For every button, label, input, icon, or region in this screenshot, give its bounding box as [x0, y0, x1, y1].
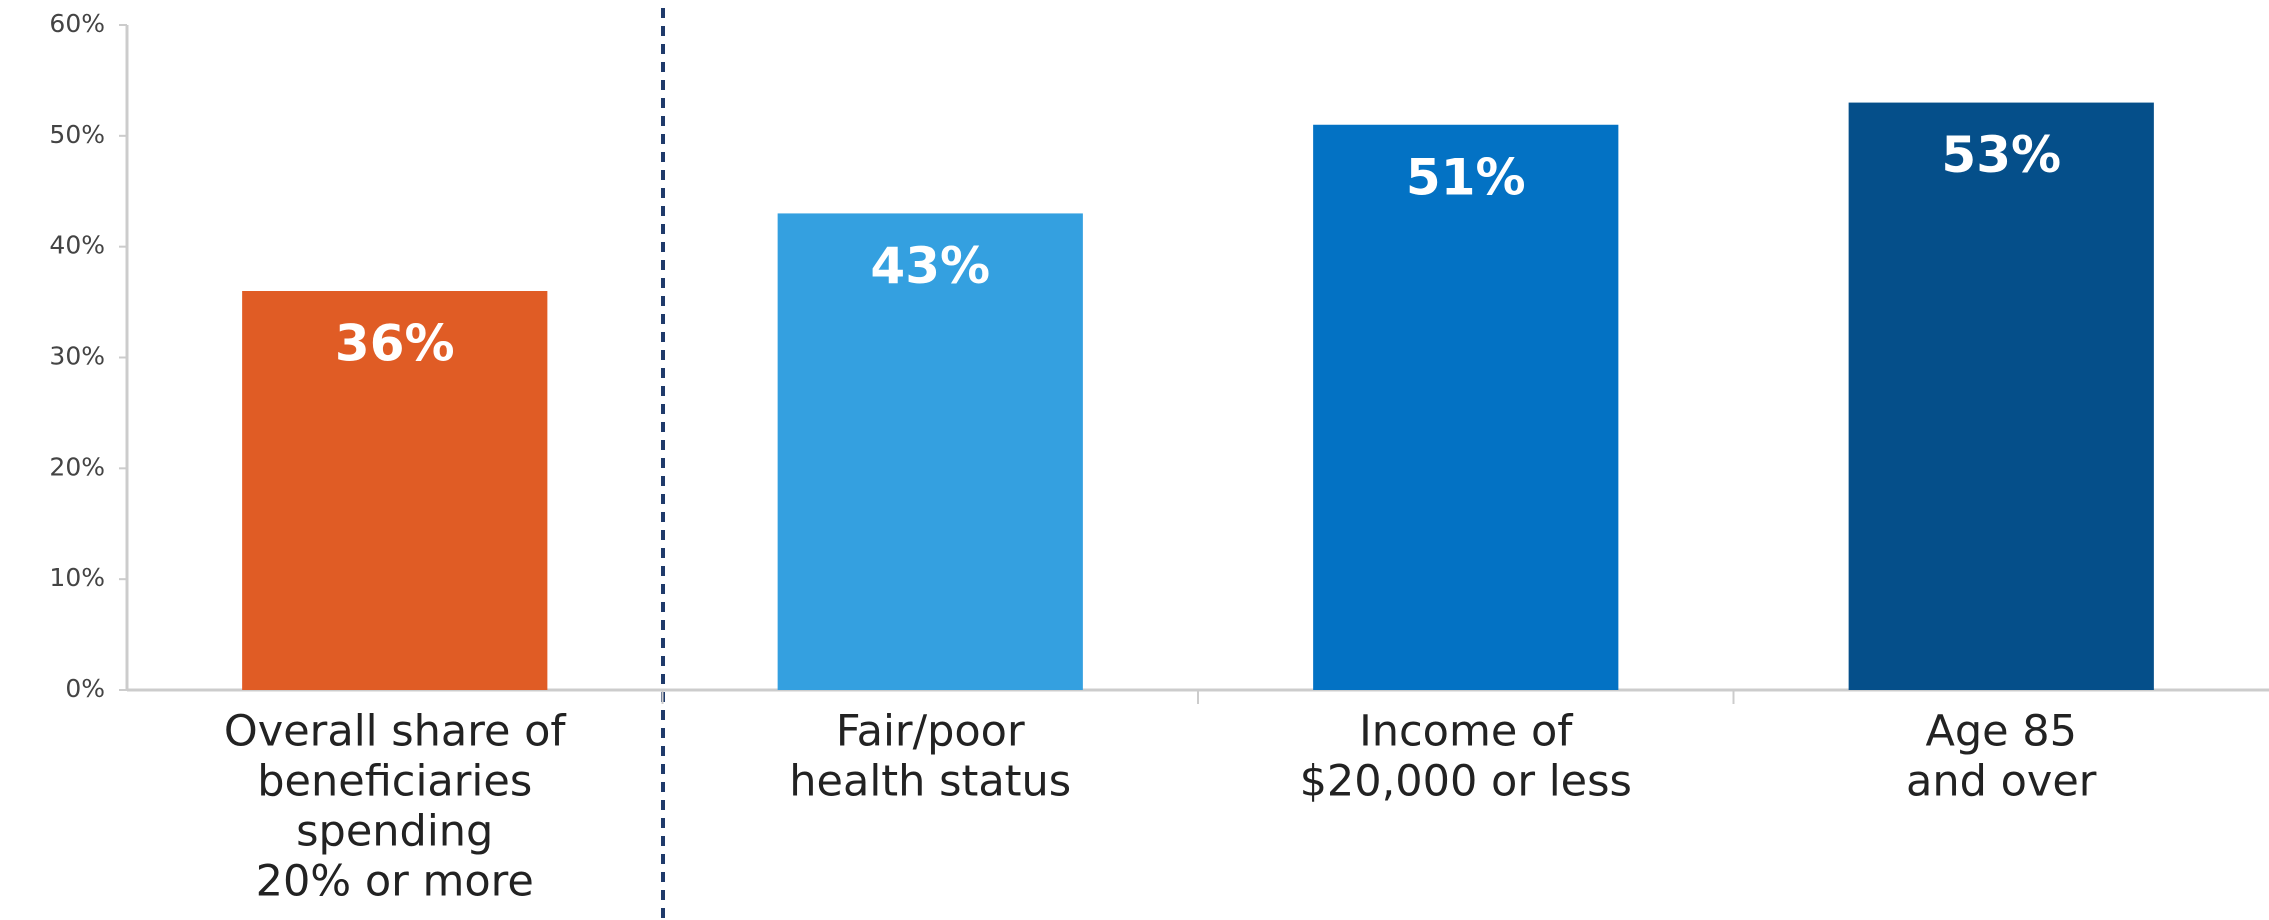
y-tick-label: 30% [49, 342, 105, 371]
x-tick-label: spending [296, 807, 493, 857]
bar [1313, 124, 1619, 690]
bar [1848, 102, 2154, 691]
y-tick-label: 40% [49, 231, 105, 260]
data-label: 51% [1406, 148, 1526, 206]
x-tick-label: health status [789, 757, 1071, 807]
y-tick-label: 60% [49, 9, 105, 38]
x-tick-label: 20% or more [256, 857, 534, 907]
y-tick-label: 50% [49, 120, 105, 149]
x-tick-label: Income of [1359, 707, 1573, 757]
data-label: 43% [870, 237, 990, 295]
data-label: 53% [1941, 126, 2061, 184]
x-tick-label: $20,000 or less [1300, 757, 1632, 807]
bar [242, 291, 548, 690]
y-tick-label: 20% [49, 452, 105, 481]
x-tick-label: beneficiaries [257, 757, 532, 807]
y-tick-label: 0% [65, 674, 105, 703]
x-tick-label: Fair/poor [836, 707, 1025, 757]
x-tick-label: Age 85 [1925, 707, 2077, 757]
bar [777, 213, 1083, 690]
data-label: 36% [335, 315, 455, 373]
y-tick-label: 10% [49, 563, 105, 592]
x-tick-label: Overall share of [224, 707, 567, 757]
x-tick-label: and over [1906, 757, 2097, 807]
